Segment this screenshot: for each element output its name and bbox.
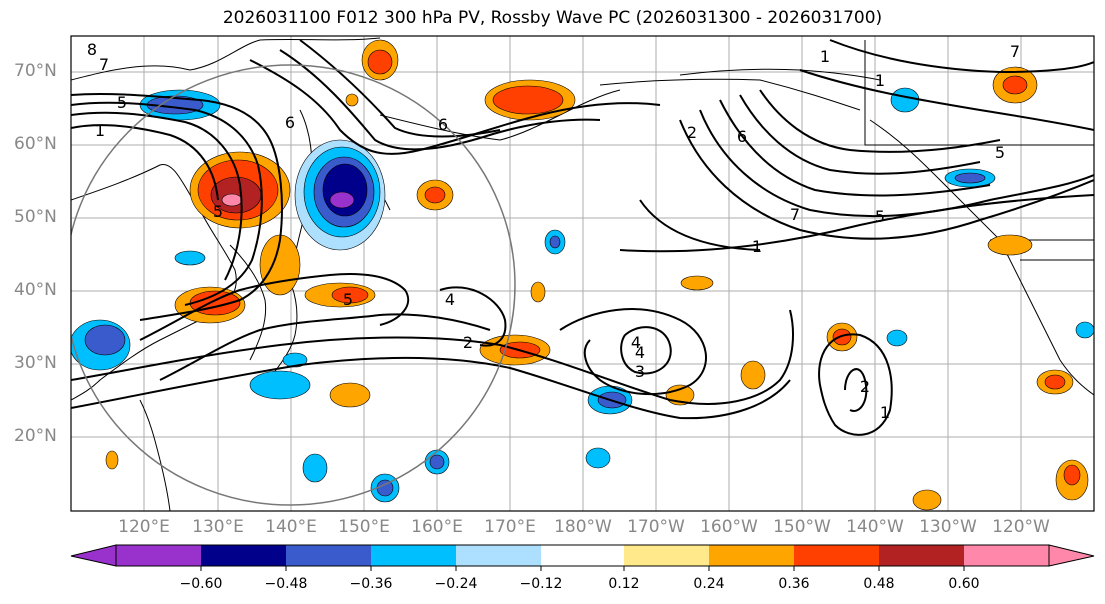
contour-label: 3 [635, 362, 645, 381]
contour-label: 5 [343, 290, 353, 309]
contour-label: 1 [752, 237, 762, 256]
colorbar-bin [964, 545, 1049, 566]
contour-label: 1 [875, 71, 885, 90]
contour-label: 5 [213, 202, 223, 221]
pv-contours [71, 39, 1094, 436]
lon-label: 120°E [118, 517, 170, 537]
lon-label: 120°W [992, 517, 1050, 537]
contour-label: 4 [445, 290, 455, 309]
colorbar-bin [879, 545, 964, 566]
colorbar-extend-low [70, 544, 117, 567]
colorbar-bin [794, 545, 879, 566]
contour-label: 1 [820, 47, 830, 66]
colorbar-tick-label: −0.24 [434, 576, 478, 592]
contour-label: 8 [87, 40, 97, 59]
colorbar-tick-label: −0.60 [179, 576, 223, 592]
colorbar-tick-label: 0.12 [608, 576, 640, 592]
rwp-domain-circle [71, 64, 516, 506]
lat-label: 50°N [14, 207, 57, 227]
contour-labels: 1 5 7 8 6 5 6 4 2 7 5 1 5 6 7 1 4 2 3 4 … [87, 40, 1020, 422]
lon-label: 160°E [411, 517, 463, 537]
contour-label: 1 [95, 121, 105, 140]
colorbar-tick-label: 0.60 [948, 576, 980, 592]
colorbar-bin [541, 545, 624, 566]
colorbar-bin [371, 545, 456, 566]
lon-label: 160°W [700, 517, 758, 537]
contour-label: 6 [737, 127, 747, 146]
contour-label: 1 [880, 403, 890, 422]
contour-label: 7 [1010, 42, 1020, 61]
lon-label: 150°E [338, 517, 390, 537]
contour-label: 7 [99, 55, 109, 74]
lat-label: 40°N [14, 280, 57, 300]
lat-label: 60°N [14, 134, 57, 154]
colorbar-tick-label: −0.48 [264, 576, 308, 592]
contour-label: 5 [995, 143, 1005, 162]
contour-label: 6 [285, 113, 295, 132]
contour-label: 2 [860, 377, 870, 396]
lon-label: 140°E [265, 517, 317, 537]
lat-label: 30°N [14, 353, 57, 373]
colorbar-tick-label: 0.24 [693, 576, 725, 592]
contour-label: 4 [635, 343, 645, 362]
gridlines [71, 36, 1094, 511]
contour-label: 7 [790, 205, 800, 224]
lon-label: 180°W [554, 517, 612, 537]
lon-label: 170°E [484, 517, 536, 537]
chart-title: 2026031100 F012 300 hPa PV, Rossby Wave … [222, 8, 883, 28]
map-frame [70, 35, 1095, 512]
colorbar-bin [709, 545, 794, 566]
colorbar-extend-high [1048, 544, 1095, 567]
lon-label: 140°W [846, 517, 904, 537]
colorbar-bin [201, 545, 286, 566]
colorbar-bin [116, 545, 201, 566]
contour-label: 2 [687, 123, 697, 142]
contour-label: 2 [463, 333, 473, 352]
colorbar-bin [456, 545, 541, 566]
lat-label: 70°N [14, 61, 57, 81]
contour-label: 5 [117, 93, 127, 112]
contour-label: 4 [631, 333, 641, 352]
contour-label: 5 [875, 207, 885, 226]
lat-label: 20°N [14, 426, 57, 446]
lon-label: 150°W [773, 517, 831, 537]
colorbar-tick-label: −0.12 [519, 576, 563, 592]
colorbar-tick-label: −0.36 [349, 576, 393, 592]
lon-label: 130°E [192, 517, 244, 537]
colorbar-bin [286, 545, 371, 566]
contour-label: 6 [438, 115, 448, 134]
colorbar-tick-label: 0.36 [778, 576, 810, 592]
colorbar-bin [624, 545, 709, 566]
lon-label: 130°W [919, 517, 977, 537]
colorbar-tick-label: 0.48 [863, 576, 895, 592]
lon-label: 170°W [627, 517, 685, 537]
colorbar [70, 544, 1095, 571]
